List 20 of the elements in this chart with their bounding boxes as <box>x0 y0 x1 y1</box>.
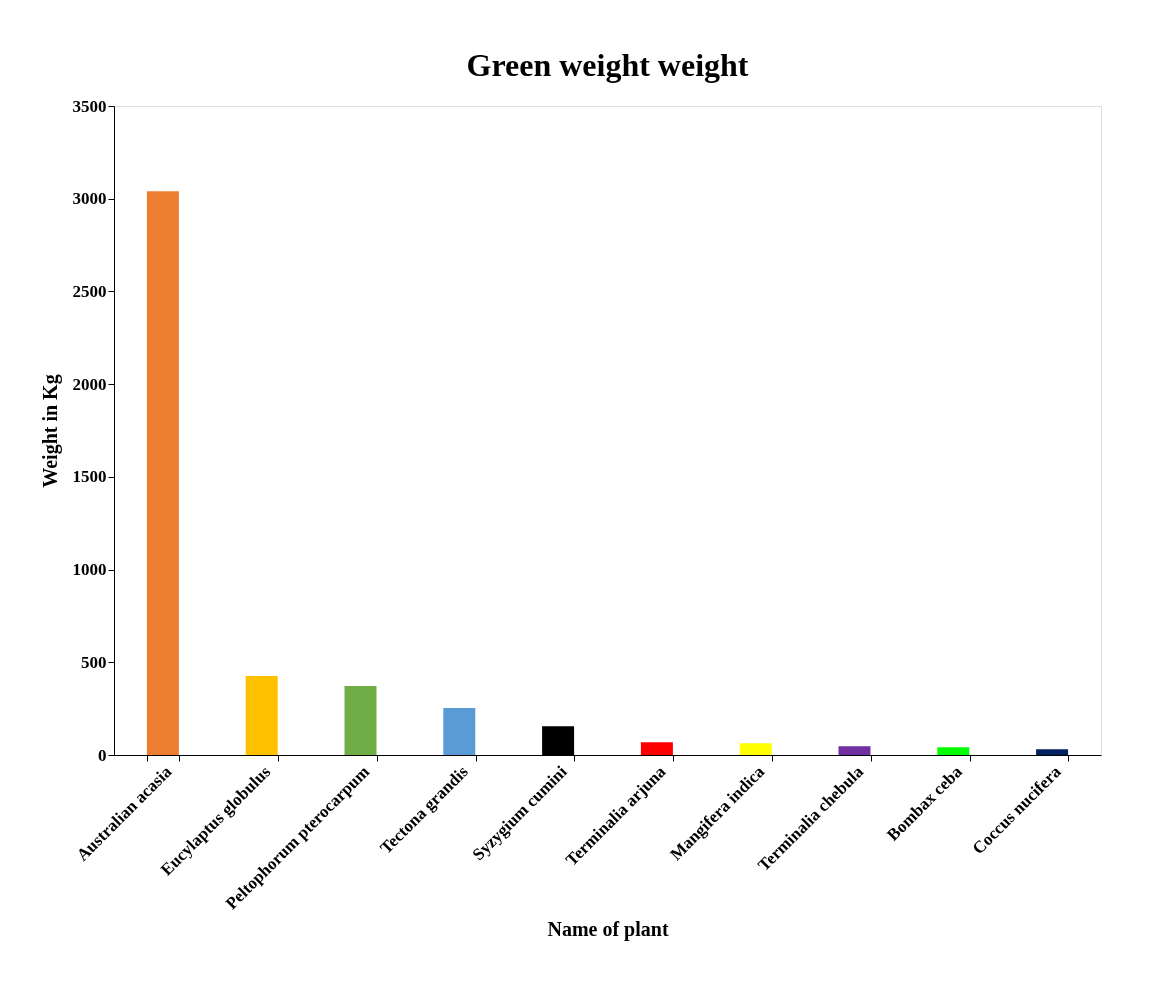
bar <box>739 743 772 755</box>
bar <box>838 746 871 755</box>
y-tick-label: 1500 <box>72 467 107 487</box>
y-tick-label: 2000 <box>72 374 107 394</box>
y-tick-label: 1000 <box>72 560 107 580</box>
y-tick-label: 2500 <box>72 281 107 301</box>
y-tick-label: 500 <box>81 652 107 672</box>
y-tick-label: 3000 <box>72 189 107 209</box>
bar <box>344 686 377 755</box>
x-axis-title: Name of plant <box>547 918 669 942</box>
y-axis-title: Weight in Kg <box>38 374 62 488</box>
y-tick-label: 3500 <box>72 96 107 116</box>
y-tick-label: 0 <box>98 745 107 765</box>
bar <box>1036 749 1069 755</box>
bar <box>640 742 673 755</box>
chart-title: Green weight weight <box>466 47 749 83</box>
bar <box>937 747 970 755</box>
bar <box>146 191 179 755</box>
bar <box>443 708 476 755</box>
bar <box>245 676 278 755</box>
